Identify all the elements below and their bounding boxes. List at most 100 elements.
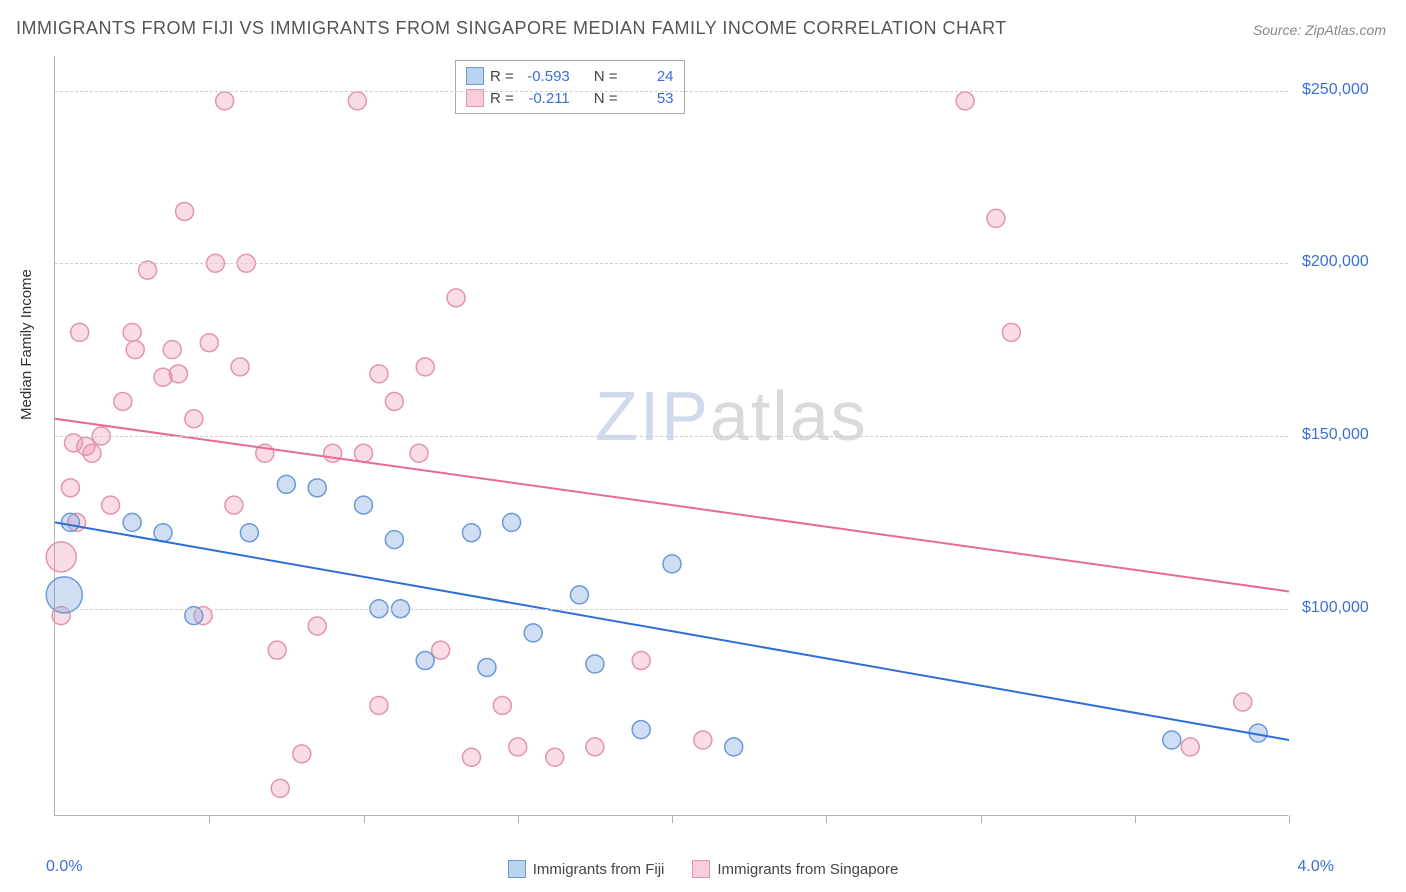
data-point [163, 341, 181, 359]
data-point [176, 202, 194, 220]
data-point [725, 738, 743, 756]
data-point [370, 365, 388, 383]
legend-item-singapore: Immigrants from Singapore [692, 860, 898, 878]
data-point [524, 624, 542, 642]
swatch-fiji-icon [508, 860, 526, 878]
data-point [114, 392, 132, 410]
gridline [55, 436, 1288, 437]
data-point [987, 209, 1005, 227]
data-point [126, 341, 144, 359]
data-point [308, 479, 326, 497]
data-point [1181, 738, 1199, 756]
data-point [277, 475, 295, 493]
data-point [225, 496, 243, 514]
swatch-fiji [466, 67, 484, 85]
data-point [478, 658, 496, 676]
data-point [509, 738, 527, 756]
data-point [348, 92, 366, 110]
source-credit: Source: ZipAtlas.com [1253, 22, 1386, 38]
y-axis-label: Median Family Income [18, 269, 35, 420]
stats-legend: R = -0.593 N = 24 R = -0.211 N = 53 [455, 60, 685, 114]
gridline [55, 91, 1288, 92]
swatch-singapore-icon [692, 860, 710, 878]
x-tick [1135, 815, 1136, 823]
data-point [71, 323, 89, 341]
data-point [1163, 731, 1181, 749]
data-point [355, 496, 373, 514]
data-point [447, 289, 465, 307]
x-tick [364, 815, 365, 823]
data-point [46, 577, 82, 613]
x-tick [672, 815, 673, 823]
r-value-fiji: -0.593 [522, 68, 570, 85]
data-point [546, 748, 564, 766]
data-point [632, 652, 650, 670]
data-point [200, 334, 218, 352]
r-label: R = [490, 68, 514, 85]
data-point [324, 444, 342, 462]
data-point [663, 555, 681, 573]
x-tick [209, 815, 210, 823]
data-point [154, 524, 172, 542]
r-value-singapore: -0.211 [522, 90, 570, 107]
x-tick [1289, 815, 1290, 823]
plot-area: ZIPatlas R = -0.593 N = 24 R = -0.211 N … [54, 56, 1288, 816]
r-label: R = [490, 90, 514, 107]
data-point [355, 444, 373, 462]
gridline [55, 263, 1288, 264]
data-point [1234, 693, 1252, 711]
data-point [503, 513, 521, 531]
data-point [432, 641, 450, 659]
data-point [416, 652, 434, 670]
legend-label-fiji: Immigrants from Fiji [533, 861, 665, 878]
x-tick [518, 815, 519, 823]
data-point [169, 365, 187, 383]
gridline [55, 609, 1288, 610]
data-point [216, 92, 234, 110]
n-value-fiji: 24 [626, 68, 674, 85]
data-point [293, 745, 311, 763]
data-point [308, 617, 326, 635]
x-tick [826, 815, 827, 823]
data-point [385, 531, 403, 549]
n-value-singapore: 53 [626, 90, 674, 107]
data-point [586, 738, 604, 756]
data-point [240, 524, 258, 542]
data-point [410, 444, 428, 462]
data-point [385, 392, 403, 410]
legend-label-singapore: Immigrants from Singapore [717, 861, 898, 878]
x-tick [981, 815, 982, 823]
series-legend: Immigrants from Fiji Immigrants from Sin… [0, 860, 1406, 878]
stats-row-fiji: R = -0.593 N = 24 [466, 65, 674, 87]
data-point [61, 479, 79, 497]
data-point [570, 586, 588, 604]
data-point [123, 323, 141, 341]
data-point [493, 696, 511, 714]
y-tick-label: $250,000 [1302, 81, 1369, 99]
data-point [632, 721, 650, 739]
data-point [185, 410, 203, 428]
data-point [1002, 323, 1020, 341]
data-point [231, 358, 249, 376]
y-tick-label: $100,000 [1302, 599, 1369, 617]
y-tick-label: $150,000 [1302, 426, 1369, 444]
data-point [102, 496, 120, 514]
data-point [462, 524, 480, 542]
data-point [123, 513, 141, 531]
data-point [416, 358, 434, 376]
data-point [268, 641, 286, 659]
n-label: N = [594, 90, 618, 107]
chart-title: IMMIGRANTS FROM FIJI VS IMMIGRANTS FROM … [16, 18, 1007, 39]
data-point [462, 748, 480, 766]
data-point [956, 92, 974, 110]
data-point [370, 696, 388, 714]
n-label: N = [594, 68, 618, 85]
data-point [694, 731, 712, 749]
data-point [83, 444, 101, 462]
data-point [61, 513, 79, 531]
data-point [271, 779, 289, 797]
data-point [46, 542, 76, 572]
swatch-singapore [466, 89, 484, 107]
legend-item-fiji: Immigrants from Fiji [508, 860, 665, 878]
data-point [586, 655, 604, 673]
